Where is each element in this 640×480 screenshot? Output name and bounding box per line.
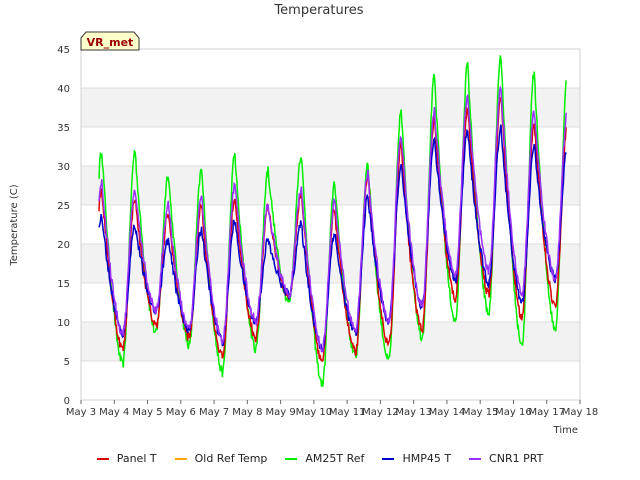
station-badge: VR_met <box>80 31 140 51</box>
x-tick-label: May 8 <box>232 407 262 418</box>
x-axis-label: Time <box>553 425 578 436</box>
plot-band <box>81 322 580 361</box>
x-tick-label: May 9 <box>265 407 295 418</box>
legend-item: Old Ref Temp <box>174 452 268 465</box>
x-tick-label: May 13 <box>395 407 432 418</box>
legend-swatch <box>174 458 187 460</box>
legend-swatch <box>469 458 482 460</box>
x-tick-label: May 6 <box>166 407 196 418</box>
plot-frame <box>80 48 581 401</box>
legend-label: Panel T <box>116 452 157 465</box>
y-tick-label: 45 <box>57 45 70 56</box>
y-tick-label: 40 <box>57 84 70 95</box>
x-tick-label: May 11 <box>329 407 366 418</box>
badge-shape <box>80 31 140 51</box>
legend: Panel T Old Ref Temp AM25T Ref HMP45 T CNR1 … <box>0 452 640 465</box>
legend-label: CNR1 PRT <box>489 452 544 465</box>
x-tick-label: May 16 <box>495 407 532 418</box>
x-tick-label: May 18 <box>562 407 599 418</box>
legend-swatch <box>96 458 109 460</box>
series-line-cnr1 <box>98 85 567 353</box>
legend-item: Panel T <box>96 452 157 465</box>
plot-band <box>81 88 580 127</box>
x-tick-label: May 10 <box>296 407 333 418</box>
x-tick-label: May 17 <box>528 407 565 418</box>
legend-swatch <box>285 458 298 460</box>
legend-item: HMP45 T <box>382 452 451 465</box>
x-tick-label: May 15 <box>462 407 499 418</box>
legend-label: Old Ref Temp <box>194 452 268 465</box>
legend-label: AM25T Ref <box>305 452 365 465</box>
y-tick-label: 10 <box>57 318 70 329</box>
y-axis-ticks: 0 5 10 15 20 25 30 35 40 45 <box>57 45 70 407</box>
legend-label: HMP45 T <box>402 452 452 465</box>
legend-swatch <box>382 458 395 460</box>
x-tick-label: May 12 <box>362 407 399 418</box>
legend-item: AM25T Ref <box>285 452 364 465</box>
y-tick-label: 20 <box>57 240 70 251</box>
y-axis-label: Temperature (C) <box>9 184 20 266</box>
y-tick-label: 5 <box>64 357 70 368</box>
chart-title: Temperatures <box>273 3 363 18</box>
badge-label: VR_met <box>87 36 134 49</box>
x-tick-label: May 14 <box>429 407 466 418</box>
x-tick-label: May 3 <box>66 407 96 418</box>
x-axis-ticks: May 3 May 4 May 5 May 6 May 7 May 8 May 9 May 1… <box>66 400 598 418</box>
series-lines <box>98 55 567 387</box>
y-tick-label: 35 <box>57 123 70 134</box>
series-line-hmp45 <box>98 124 567 352</box>
y-tick-label: 0 <box>64 396 70 407</box>
y-tick-label: 25 <box>57 201 70 212</box>
x-tick-label: May 7 <box>199 407 229 418</box>
legend-item: CNR1 PRT <box>469 452 543 465</box>
x-tick-label: May 5 <box>132 407 162 418</box>
x-tick-label: May 4 <box>99 407 129 418</box>
y-tick-label: 30 <box>57 162 70 173</box>
y-tick-label: 15 <box>57 279 70 290</box>
